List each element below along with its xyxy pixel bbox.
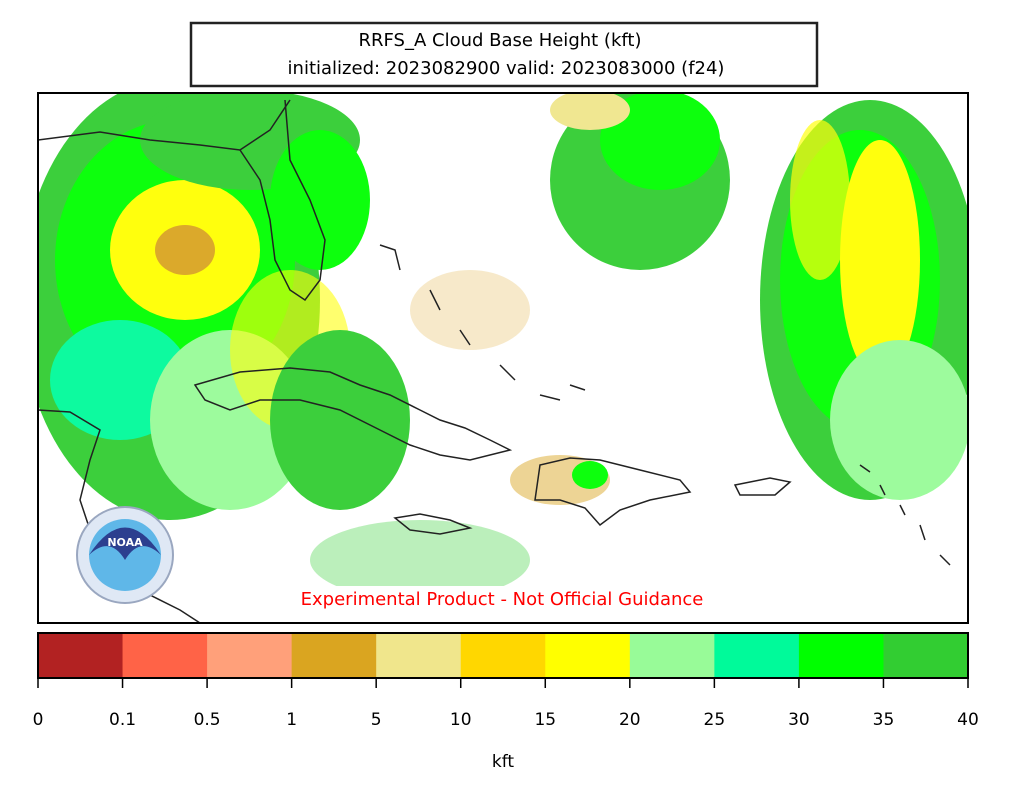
colorbar-tick-label: 35: [873, 710, 895, 730]
title-box: [189, 21, 819, 88]
colorbar-segment: [629, 633, 715, 678]
disclaimer-background: [216, 586, 788, 614]
colorbar-tick-label: 0.1: [109, 710, 136, 730]
colorbar-segment: [38, 633, 124, 678]
colorbar-tick-label: 25: [704, 710, 726, 730]
subtitle: initialized: 2023082900 valid: 202308300…: [288, 58, 725, 79]
colorbar-segment: [122, 633, 208, 678]
colorbar-tick-label: 40: [957, 710, 979, 730]
cloud-field: [38, 93, 968, 600]
colorbar-tick-label: 10: [450, 710, 472, 730]
coastlines: [38, 99, 951, 623]
colorbar-segment: [883, 633, 969, 678]
colorbar-tick-label: 5: [371, 710, 382, 730]
map-frame: [37, 92, 969, 624]
colorbar-tick-label: 20: [619, 710, 641, 730]
colorbar-segment: [714, 633, 800, 678]
colorbar-tick-label: 15: [534, 710, 556, 730]
disclaimer: Experimental Product - Not Official Guid…: [301, 589, 704, 610]
logo-text: NOAA: [107, 536, 143, 549]
colorbar-tick-label: 30: [788, 710, 810, 730]
colorbar-segment: [798, 633, 884, 678]
colorbar-segment: [376, 633, 462, 678]
colorbar-tick-label: 1: [286, 710, 297, 730]
colorbar-segment: [291, 633, 377, 678]
colorbar-segment: [545, 633, 631, 678]
colorbar-tick-label: 0: [33, 710, 44, 730]
colorbar: 0 0.1 0.5 1 5 10 15 20 25 30 35 40: [33, 632, 979, 730]
map-area: NOAA Experimental Product - Not Official…: [38, 93, 968, 623]
colorbar-frame: [37, 632, 969, 679]
title: RRFS_A Cloud Base Height (kft): [359, 30, 642, 51]
noaa-logo: NOAA: [76, 506, 174, 604]
colorbar-tick-label: 0.5: [194, 710, 221, 730]
colorbar-segment: [207, 633, 293, 678]
colorbar-segment: [460, 633, 546, 678]
colorbar-label: kft: [492, 752, 515, 772]
